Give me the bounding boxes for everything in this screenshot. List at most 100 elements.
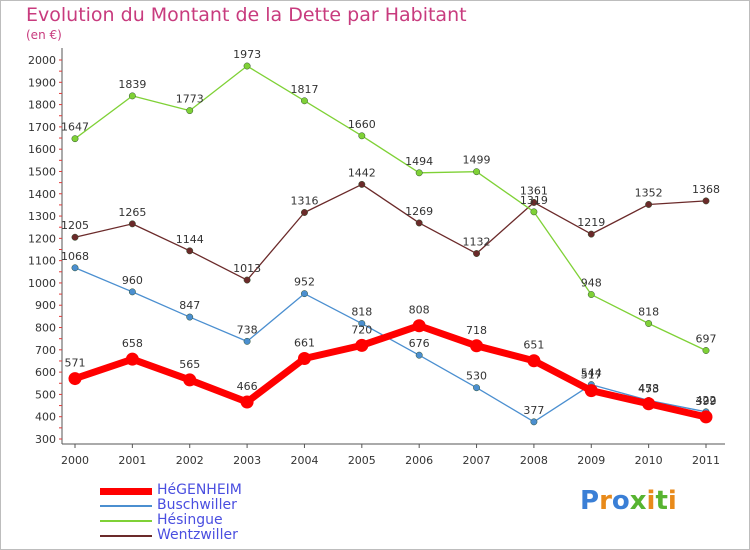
data-label: 1973 — [233, 48, 261, 61]
x-tick-label: 2009 — [577, 454, 605, 467]
data-point — [530, 418, 538, 426]
y-tick-label: 800 — [35, 322, 56, 335]
data-label: 458 — [638, 382, 659, 395]
y-tick-label: 900 — [35, 299, 56, 312]
data-label: 1352 — [635, 186, 663, 199]
series-wentzwiller — [71, 180, 710, 284]
legend-label: Hésingue — [157, 512, 223, 528]
data-label: 1205 — [61, 219, 89, 232]
y-tick-label: 1100 — [28, 255, 56, 268]
y-tick-label: 1200 — [28, 232, 56, 245]
data-label: 1494 — [405, 155, 433, 168]
data-point — [183, 373, 197, 387]
logo-letter: t — [655, 486, 668, 516]
data-point — [243, 62, 251, 70]
data-label: 399 — [696, 395, 717, 408]
y-tick-label: 2000 — [28, 54, 56, 67]
data-label: 697 — [696, 332, 717, 345]
logo-letter: P — [580, 486, 600, 516]
y-tick-label: 1800 — [28, 99, 56, 112]
data-label: 1269 — [405, 205, 433, 218]
series-line — [74, 267, 707, 423]
x-tick-label: 2004 — [290, 454, 318, 467]
legend-label: HéGENHEIM — [157, 482, 242, 498]
x-tick-label: 2010 — [635, 454, 663, 467]
data-label: 948 — [581, 277, 602, 290]
data-point — [240, 395, 254, 409]
series-h-singue — [71, 62, 710, 354]
data-point — [186, 313, 194, 321]
x-tick-label: 2005 — [348, 454, 376, 467]
data-label: 571 — [65, 357, 86, 370]
data-point — [702, 197, 710, 205]
data-label: 565 — [179, 358, 200, 371]
x-tick-label: 2002 — [176, 454, 204, 467]
data-point — [645, 320, 653, 327]
data-label: 808 — [409, 304, 430, 317]
data-point — [699, 410, 713, 424]
data-label: 1361 — [520, 184, 548, 197]
proxiti-logo: Proxiti — [580, 486, 677, 516]
logo-letter: x — [629, 486, 647, 516]
y-tick-label: 500 — [35, 388, 56, 401]
data-label: 544 — [581, 367, 602, 380]
series-h-genheim — [68, 319, 713, 424]
data-point — [702, 347, 710, 354]
data-point — [587, 291, 595, 298]
data-label: 473 — [638, 382, 659, 395]
data-point — [473, 384, 480, 392]
logo-letter: o — [611, 486, 630, 516]
data-point — [243, 337, 251, 345]
legend-label: Wentzwiller — [157, 527, 238, 543]
data-point — [412, 319, 426, 333]
data-point — [186, 107, 194, 115]
data-label: 658 — [122, 337, 143, 350]
x-tick-label: 2008 — [520, 454, 548, 467]
series-line — [73, 322, 707, 421]
data-point — [71, 264, 79, 272]
data-point — [71, 135, 79, 143]
data-point — [530, 208, 538, 216]
x-tick-label: 2001 — [118, 454, 146, 467]
data-point — [297, 352, 311, 366]
data-point — [473, 250, 480, 257]
data-point — [71, 233, 79, 241]
data-point — [415, 351, 423, 359]
data-label: 818 — [351, 306, 372, 319]
chart-subtitle: (en €) — [26, 28, 62, 42]
data-label: 1773 — [176, 93, 204, 106]
y-tick-label: 400 — [35, 411, 56, 424]
data-label: 517 — [581, 369, 602, 382]
y-tick-label: 1000 — [28, 277, 56, 290]
data-label: 952 — [294, 276, 315, 289]
data-label: 422 — [696, 394, 717, 407]
x-tick-label: 2006 — [405, 454, 433, 467]
data-point — [128, 92, 136, 100]
data-point — [587, 230, 595, 238]
x-tick-label: 2003 — [233, 454, 261, 467]
y-tick-label: 1600 — [28, 143, 56, 156]
data-label: 738 — [237, 323, 258, 336]
data-label: 960 — [122, 274, 143, 287]
x-tick-label: 2011 — [692, 454, 720, 467]
data-point — [642, 397, 656, 411]
logo-letter: i — [646, 486, 656, 516]
logo-letter: r — [599, 486, 612, 516]
data-label: 1219 — [577, 216, 605, 229]
series-line — [74, 183, 707, 281]
data-label: 1368 — [692, 183, 720, 196]
data-label: 676 — [409, 337, 430, 350]
data-point — [584, 384, 598, 398]
data-point — [645, 201, 653, 208]
data-label: 720 — [351, 323, 372, 336]
data-point — [530, 199, 538, 206]
data-label: 1442 — [348, 166, 376, 179]
data-label: 661 — [294, 337, 315, 350]
logo-letter: i — [667, 486, 677, 516]
legend-label: Buschwiller — [157, 497, 237, 513]
series-layer — [68, 62, 713, 426]
data-label: 1316 — [290, 194, 318, 207]
data-label: 1068 — [61, 250, 89, 263]
data-point — [355, 338, 369, 352]
data-label: 1132 — [463, 236, 491, 249]
